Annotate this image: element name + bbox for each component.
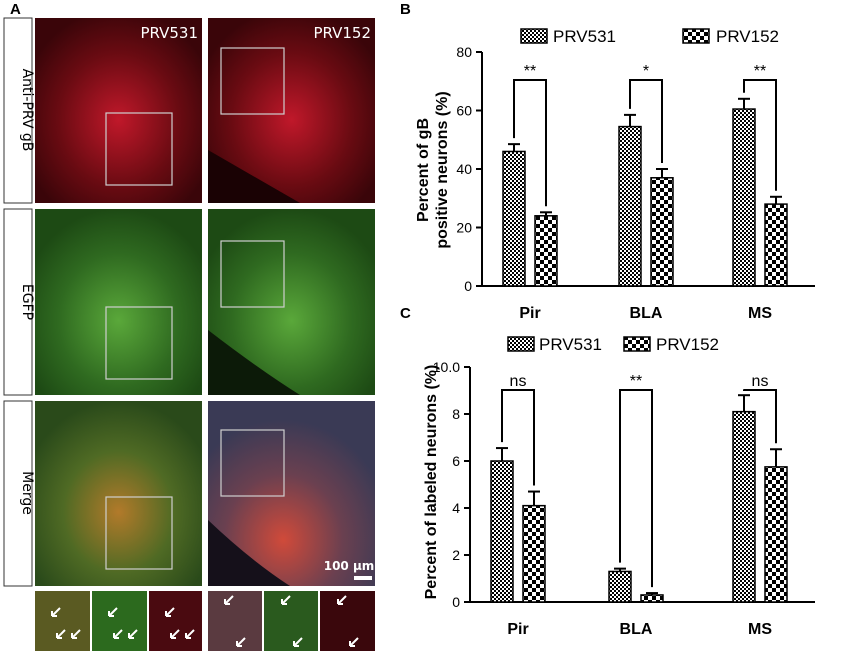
y-tick-label: 4: [452, 500, 460, 516]
roi-box: [220, 47, 285, 115]
inset-merge-prv531: [35, 591, 90, 651]
bar-prv152-pir: [534, 215, 558, 287]
row-label-merge: Merge: [19, 471, 35, 515]
panel-c-label: C: [400, 305, 411, 322]
category-label-bla: BLA: [620, 621, 653, 638]
image-prv531-gb: [35, 18, 202, 203]
dark-region: [208, 150, 300, 203]
inset-merge-prv152: [208, 591, 262, 651]
y-tick-label: 80: [456, 44, 472, 60]
y-tick-label: 2: [452, 547, 460, 563]
significance-label: **: [630, 373, 642, 390]
row-label-box-2: [3, 208, 33, 396]
significance-label: **: [524, 63, 536, 80]
legend-swatch-prv531: [507, 336, 535, 352]
bar-prv531-ms: [732, 410, 756, 603]
legend-label-prv152: PRV152: [716, 27, 779, 46]
image-prv531-egfp: [35, 209, 202, 395]
significance-label: ns: [510, 373, 527, 390]
bar-prv531-bla: [618, 125, 642, 287]
y-tick-label: 8: [452, 406, 460, 422]
row-label-anti-prv-gb: Anti-PRV gB: [19, 69, 35, 152]
inset-gb-prv531: [149, 591, 202, 651]
roi-box: [105, 496, 173, 570]
row-label-box-1: [3, 17, 33, 204]
legend-label-prv152: PRV152: [656, 335, 719, 354]
y-tick-label: 40: [456, 161, 472, 177]
bar-prv531-pir: [502, 150, 526, 287]
roi-box: [105, 306, 173, 380]
bar-prv152-ms: [764, 203, 788, 287]
y-tick-label: 6: [452, 453, 460, 469]
row-label-box-3: [3, 400, 33, 587]
panel-a: A Anti-PRV gB EGFP Merge PRV531 PRV152 1…: [3, 1, 375, 651]
bar-prv152-ms: [764, 466, 788, 603]
scale-bar: [354, 576, 372, 580]
significance-bracket: [501, 389, 535, 486]
significance-label: *: [643, 63, 649, 80]
image-prv531-merge: [35, 401, 202, 586]
row-label-egfp: EGFP: [19, 284, 35, 320]
bar-prv152-bla: [650, 177, 674, 287]
panel-b-chart: B Percent of gB positive neurons (%) 0 20…: [400, 1, 815, 322]
y-axis-label: Percent of labeled neurons (%): [423, 365, 440, 600]
significance-bracket: [513, 79, 547, 207]
panel-c-chart: C Percent of labeled neurons (%) 0 2 4 6 8 10…: [400, 305, 815, 638]
category-label-ms: MS: [748, 621, 772, 638]
panel-a-label: A: [10, 1, 21, 18]
legend-label-prv531: PRV531: [553, 27, 616, 46]
scale-bar-label: 100 μm: [324, 559, 375, 573]
roi-box: [220, 240, 285, 308]
category-label-pir: Pir: [507, 621, 528, 638]
inset-egfp-prv152: [264, 591, 318, 651]
significance-bracket: [619, 389, 653, 588]
legend-swatch-prv531: [520, 28, 548, 44]
inset-gb-prv152: [320, 591, 375, 651]
bar-prv531-ms: [732, 108, 756, 287]
significance-bracket: [743, 389, 777, 444]
y-tick-label: 0: [464, 278, 472, 294]
column-title-prv152: PRV152: [313, 24, 371, 42]
roi-box: [105, 112, 173, 186]
bar-prv531-bla: [608, 570, 632, 603]
bar-prv152-bla: [640, 594, 664, 603]
category-label-pir: Pir: [519, 305, 540, 322]
column-title-prv531: PRV531: [140, 24, 198, 42]
y-axis-label-line2: positive neurons (%): [434, 91, 451, 248]
y-axis-label-line1: Percent of gB: [415, 118, 432, 222]
legend-label-prv531: PRV531: [539, 335, 602, 354]
category-label-ms: MS: [748, 305, 772, 322]
legend-swatch-prv152: [623, 336, 651, 352]
arrow-markers: [51, 595, 359, 647]
y-tick-label: 20: [456, 220, 472, 236]
significance-bracket: [629, 79, 663, 163]
significance-bracket: [743, 79, 777, 191]
inset-egfp-prv531: [92, 591, 147, 651]
dark-region: [208, 520, 290, 586]
legend-swatch-prv152: [682, 28, 710, 44]
bar-prv152-pir: [522, 504, 546, 603]
bar-prv531-pir: [490, 460, 514, 603]
significance-label: ns: [752, 373, 769, 390]
y-tick-label: 60: [456, 103, 472, 119]
panel-b-label: B: [400, 1, 411, 18]
dark-region: [208, 330, 300, 395]
roi-box: [220, 429, 285, 497]
y-tick-label: 0: [452, 594, 460, 610]
significance-label: **: [754, 63, 766, 80]
y-tick-label: 10.0: [433, 359, 460, 375]
category-label-bla: BLA: [630, 305, 663, 322]
